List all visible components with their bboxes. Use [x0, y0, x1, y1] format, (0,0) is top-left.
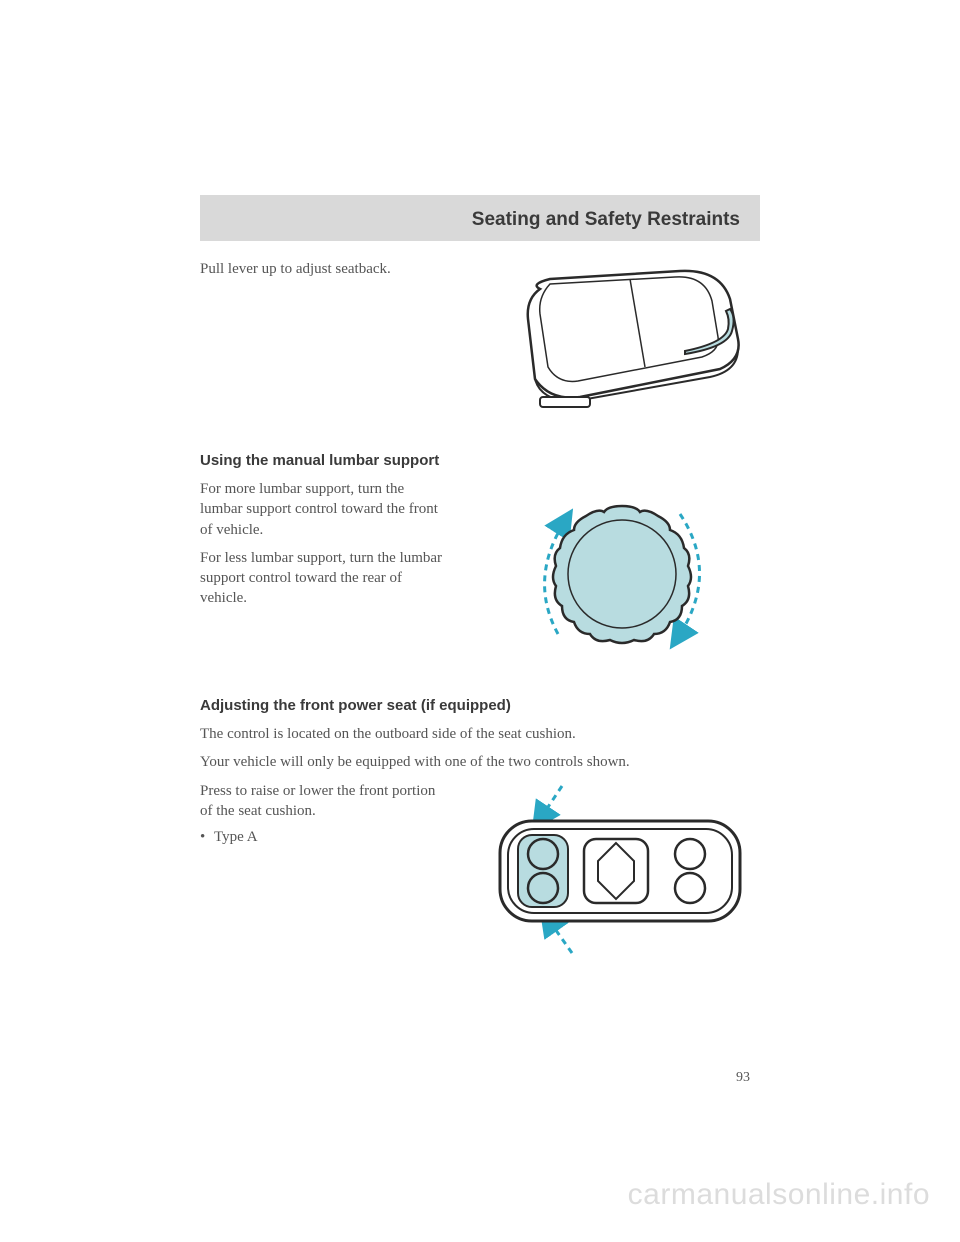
lumbar-knob-icon: [480, 479, 760, 669]
section-header-bar: Seating and Safety Restraints: [200, 195, 760, 241]
power-seat-text-column: Press to raise or lower the front portio…: [200, 781, 450, 847]
power-seat-para1: The control is located on the outboard s…: [200, 724, 760, 744]
lumbar-para1: For more lumbar support, turn the lumbar…: [200, 479, 450, 540]
power-seat-heading: Adjusting the front power seat (if equip…: [200, 697, 760, 714]
power-seat-illustration: [480, 781, 760, 956]
manual-page: Seating and Safety Restraints Pull lever…: [0, 0, 960, 956]
seatback-section: Pull lever up to adjust seatback.: [200, 259, 760, 424]
seatback-text-column: Pull lever up to adjust seatback.: [200, 259, 450, 287]
power-seat-para2: Your vehicle will only be equipped with …: [200, 752, 760, 772]
section-header-title: Seating and Safety Restraints: [220, 209, 740, 231]
seat-control-panel-icon: [480, 781, 760, 956]
seat-cushion-icon: [480, 259, 760, 424]
power-seat-bullet: Type A: [200, 829, 450, 846]
seatback-illustration: [480, 259, 760, 424]
lumbar-text-column: For more lumbar support, turn the lumbar…: [200, 479, 450, 617]
watermark: carmanualsonline.info: [628, 1178, 930, 1212]
lumbar-heading: Using the manual lumbar support: [200, 452, 760, 469]
power-seat-section: Adjusting the front power seat (if equip…: [200, 697, 760, 956]
page-number: 93: [736, 1070, 750, 1086]
power-seat-para3: Press to raise or lower the front portio…: [200, 781, 450, 822]
lumbar-para2: For less lumbar support, turn the lumbar…: [200, 548, 450, 609]
lumbar-section: Using the manual lumbar support For more…: [200, 452, 760, 669]
seatback-instruction: Pull lever up to adjust seatback.: [200, 259, 450, 279]
lumbar-illustration: [480, 479, 760, 669]
